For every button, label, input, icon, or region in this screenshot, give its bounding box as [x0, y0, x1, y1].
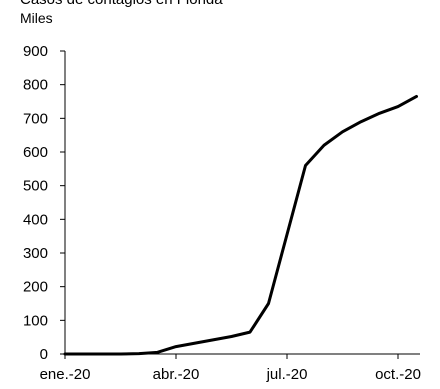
chart-subtitle: Miles [20, 10, 53, 26]
y-tick-label: 400 [23, 211, 48, 228]
y-tick-label: 900 [23, 43, 48, 60]
y-tick-label: 300 [23, 245, 48, 262]
x-tick-label: oct.-20 [375, 366, 421, 383]
y-tick-label: 600 [23, 144, 48, 161]
line-series [63, 94, 418, 356]
y-tick-label: 200 [23, 279, 48, 296]
y-tick-label: 500 [23, 178, 48, 195]
y-tick-label: 700 [23, 110, 48, 127]
y-tick-label: 0 [40, 346, 48, 363]
chart-title: Casos de contagios en Florida [20, 0, 223, 8]
y-tick-label: 800 [23, 77, 48, 94]
y-tick-label: 100 [23, 312, 48, 329]
x-tick-label: abr.-20 [153, 366, 200, 383]
x-tick-label: jul.-20 [266, 366, 308, 383]
x-tick-label: ene.-20 [40, 366, 91, 383]
